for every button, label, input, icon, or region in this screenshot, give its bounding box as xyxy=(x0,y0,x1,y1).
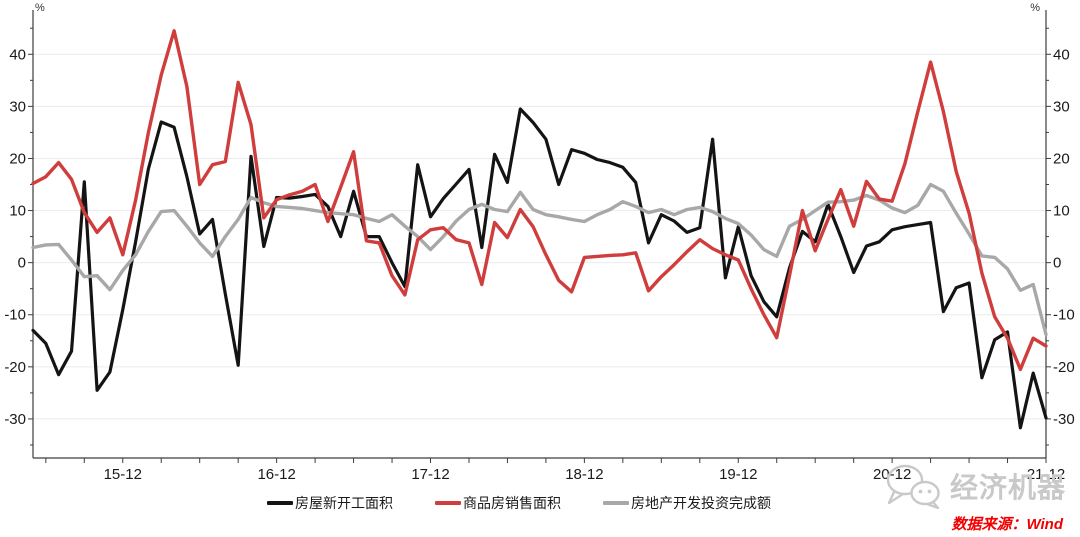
y-tick-label-left-0: 0 xyxy=(18,255,26,272)
legend-label-commodity-housing-sales: 商品房销售面积 xyxy=(463,495,561,511)
series-line-real-estate-investment xyxy=(31,182,1048,337)
y-tick-label-right-0: 0 xyxy=(1053,255,1061,272)
y-tick-label-left--10: -10 xyxy=(4,307,26,324)
legend-swatch-real-estate-investment xyxy=(603,501,629,505)
x-axis-label-19-12: 19-12 xyxy=(719,466,757,483)
y-axis-unit-right: % xyxy=(1030,2,1040,14)
y-tick-label-right--30: -30 xyxy=(1053,411,1075,428)
chart-legend: 房屋新开工面积 商品房销售面积 房地产开发投资完成额 xyxy=(267,493,771,513)
x-axis-label-16-12: 16-12 xyxy=(257,466,295,483)
y-tick-label-left-20: 20 xyxy=(9,150,26,167)
legend-label-real-estate-investment: 房地产开发投资完成额 xyxy=(631,495,771,511)
y-tick-label-right-40: 40 xyxy=(1053,46,1070,63)
y-tick-label-left-10: 10 xyxy=(9,203,26,220)
legend-item-commodity-housing-sales: 商品房销售面积 xyxy=(435,493,561,513)
x-axis-label-18-12: 18-12 xyxy=(565,466,603,483)
legend-item-new-housing-starts: 房屋新开工面积 xyxy=(267,493,393,513)
y-tick-label-left--20: -20 xyxy=(4,359,26,376)
x-axis-label-20-12: 20-12 xyxy=(873,466,911,483)
legend-label-new-housing-starts: 房屋新开工面积 xyxy=(295,495,393,511)
data-source-note: 数据来源：Wind xyxy=(951,516,1063,533)
legend-item-real-estate-investment: 房地产开发投资完成额 xyxy=(603,493,771,513)
y-tick-label-right-30: 30 xyxy=(1053,98,1070,115)
y-axis-unit-left: % xyxy=(35,2,45,14)
x-axis-label-17-12: 17-12 xyxy=(411,466,449,483)
series-line-commodity-housing-sales xyxy=(31,29,1048,372)
y-tick-label-right-10: 10 xyxy=(1053,203,1070,220)
x-axis-label-21-12: 21-12 xyxy=(1027,466,1065,483)
y-tick-label-left--30: -30 xyxy=(4,411,26,428)
series-line-new-housing-starts xyxy=(31,107,1048,430)
x-axis-label-15-12: 15-12 xyxy=(104,466,142,483)
legend-swatch-new-housing-starts xyxy=(267,501,293,505)
y-tick-label-right--20: -20 xyxy=(1053,359,1075,376)
y-tick-label-right-20: 20 xyxy=(1053,150,1070,167)
y-tick-label-left-30: 30 xyxy=(9,98,26,115)
y-tick-label-left-40: 40 xyxy=(9,46,26,63)
legend-swatch-commodity-housing-sales xyxy=(435,501,461,505)
y-tick-label-right--10: -10 xyxy=(1053,307,1075,324)
